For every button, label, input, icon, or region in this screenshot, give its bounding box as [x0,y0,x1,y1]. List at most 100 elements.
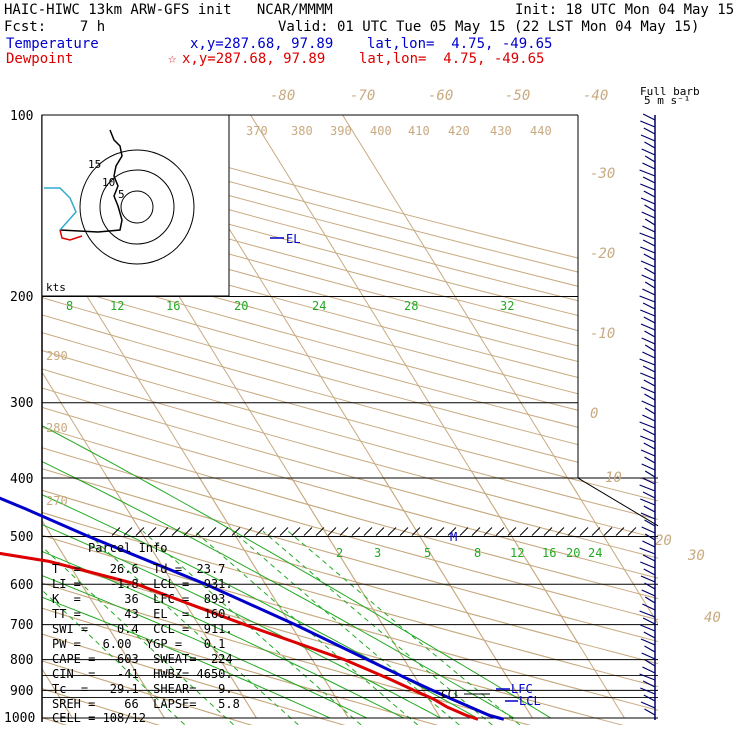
pressure-label: 300 [10,396,33,411]
pressure-label: 500 [10,530,33,545]
isotherm-label: 30 [687,548,705,564]
wind-barb [643,442,656,450]
mixing-ratio-line [287,530,521,725]
valid-time: Valid: 01 UTC Tue 05 May 15 (22 LST Mon … [278,19,700,35]
dry-adiabat-lines-lower [42,478,658,725]
wind-barb [644,659,656,667]
theta-label: 380 [291,124,313,138]
wind-barb [644,204,656,212]
hatch-mark [543,527,553,536]
hatch-mark [135,527,145,536]
hatch-mark [351,527,361,536]
isotherm-label: -80 [270,88,295,104]
wind-barb [644,519,656,527]
wind-barb [640,512,656,520]
mixing-ratio-label: 20 [234,299,248,313]
dry-adiabat-line [42,350,578,500]
parcel-row: SREH = 66 LAPSE= 5.8 [52,697,240,711]
dewpoint-location: x,y=287.68, 97.89 lat,lon= 4.75, -49.65 [182,51,545,67]
dewpoint-line [0,551,479,721]
wind-barb [644,218,656,226]
pressure-label: 800 [10,653,33,668]
hatch-mark [447,527,457,536]
hodograph-ring [79,149,195,265]
wind-barb [644,407,656,415]
mixing-ratio-label: 20 [566,546,580,560]
mixing-ratio-label: 12 [510,546,524,560]
wind-barb [643,316,656,324]
isotherm-label: -10 [590,326,615,342]
wind-barb [640,498,656,506]
wind-barb [644,393,656,401]
dewpoint-marker-icon: ☆ [168,51,177,67]
wind-barb [642,162,656,170]
forecast-hour: Fcst: 7 h [4,19,106,35]
hatch-mark [375,527,385,536]
hatch-mark [471,527,481,536]
theta-label: 390 [330,124,352,138]
mixing-ratio-label: 24 [312,299,326,313]
pressure-label: 200 [10,290,33,305]
wind-barb [642,680,656,688]
wind-barb [642,225,656,233]
hodograph-ring-label: 5 [118,188,125,201]
hatch-mark [219,527,229,536]
wind-barb [644,470,656,478]
parcel-row: CELL = 108/12 [52,711,146,725]
isotherm-line [383,478,533,719]
wind-barb [644,596,656,604]
theta-label: 400 [370,124,392,138]
mixing-ratio-line [232,530,461,725]
hodograph-ring [120,190,154,224]
isotherm-label: 0 [590,406,598,422]
hodograph: 15 10 5 kts [41,114,230,297]
wind-barb [639,169,656,177]
wind-barb [640,183,656,191]
hatch-mark [399,527,409,536]
isotherm-label: -30 [590,166,615,182]
wind-barb-panel: Full barb 5 m s⁻¹ [639,85,700,720]
wind-barb [644,708,656,716]
pressure-label: 900 [10,684,33,699]
wind-barb [642,302,656,310]
hodograph-ring-label: 15 [88,158,101,171]
barb-legend-units: 5 m s⁻¹ [644,94,690,107]
hodograph-ring [99,169,175,245]
wind-barb [640,435,656,443]
mixing-ratio-label: 2 [336,546,343,560]
dry-adiabat-line [42,558,624,725]
dry-adiabat-line [212,478,658,600]
wind-barb [642,477,656,485]
wind-barb [640,687,656,695]
hatch-mark [243,527,253,536]
hatch-mark [507,527,517,536]
wind-barb [644,344,656,352]
isobar-lines [42,114,658,719]
wind-barb [640,134,656,142]
wind-barb [642,603,656,611]
wind-barb [644,456,656,464]
hodograph-trace-low [59,229,83,241]
dry-adiabat-line [42,582,531,725]
wind-barb [642,617,656,625]
wind-barb [639,484,656,492]
parcel-row: K = 36 LFC = 893. [52,592,233,606]
wind-barb [640,638,656,646]
dry-adiabat-line [42,660,253,725]
temperature-line [0,496,505,721]
wind-barb [641,274,656,282]
hatch-mark [567,527,577,536]
hatch-mark [615,527,625,536]
wind-barb [642,428,656,436]
wind-barb [644,267,656,275]
parcel-row: CIN = -41 HWBZ= 4650. [52,667,233,681]
el-annotation: EL [270,232,300,246]
mixing-ratio-line [42,589,186,725]
mixing-ratio-line [142,530,362,725]
wind-barb [639,673,656,681]
wind-barb [642,491,656,499]
hatch-mark [435,527,445,536]
init-time: Init: 18 UTC Mon 04 May 15 [515,2,735,18]
model-title: HAIC-HIWC 13km ARW-GFS init NCAR/MMMM [4,2,333,18]
lcl-annotations: LFC CCL LCL [441,682,541,708]
